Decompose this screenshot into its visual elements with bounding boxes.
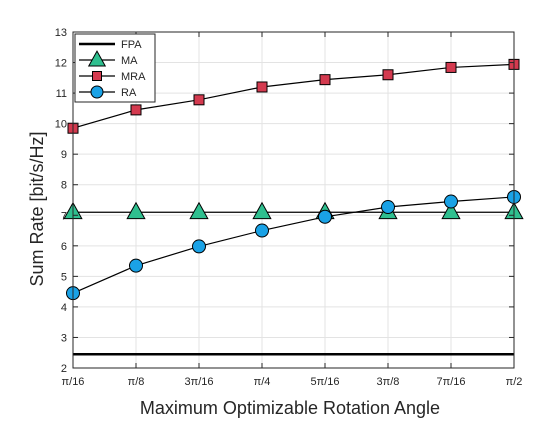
data-point-mra	[382, 69, 394, 81]
x-tick-label: π/2	[506, 376, 523, 388]
data-point-ra	[318, 209, 332, 224]
x-tick-label: π/16	[62, 376, 85, 388]
legend-label-ra: RA	[121, 87, 137, 99]
y-axis-label: Sum Rate [bit/s/Hz]	[27, 131, 47, 286]
series-line-mra	[72, 63, 515, 129]
y-tick-label: 2	[61, 363, 67, 375]
x-tick-label: 3π/8	[377, 376, 400, 388]
x-tick-label: 3π/16	[185, 376, 214, 388]
legend-marker-ma	[87, 50, 107, 67]
data-point-ra	[444, 194, 458, 209]
y-tick-label: 13	[55, 27, 67, 39]
data-point-ra	[192, 239, 206, 254]
legend: FPA MA MRA RA	[74, 33, 156, 103]
x-tick-label: 7π/16	[437, 376, 466, 388]
data-point-mra	[445, 61, 457, 73]
data-point-mra	[256, 81, 268, 93]
data-point-ra	[381, 200, 395, 215]
legend-label-ma: MA	[121, 55, 138, 67]
series-layer	[63, 58, 524, 356]
y-tick-label: 7	[61, 210, 67, 222]
axes-layer: 2 3 4 5 6 7 8 9 10 11 12 13 π/16 π/8 3π/16 π/4 5π/16 3π/8…	[55, 27, 523, 388]
data-point-ra	[255, 223, 269, 238]
y-tick-label: 11	[56, 88, 67, 100]
y-tick-label: 5	[61, 271, 67, 283]
y-tick-label: 4	[61, 302, 67, 314]
data-point-ra	[129, 258, 143, 273]
legend-label-mra: MRA	[121, 71, 146, 83]
data-point-ma	[441, 201, 461, 220]
axes-frame	[72, 31, 515, 369]
legend-box	[74, 33, 156, 103]
series-line-ra	[72, 196, 515, 294]
x-tick-label: π/8	[128, 376, 145, 388]
x-tick-label: π/4	[254, 376, 271, 388]
data-point-ma	[252, 201, 272, 220]
data-point-ma	[126, 201, 146, 220]
data-point-ma	[189, 201, 209, 220]
legend-label-fpa: FPA	[121, 39, 142, 51]
x-axis-label: Maximum Optimizable Rotation Angle	[140, 398, 440, 418]
data-point-mra	[130, 104, 142, 116]
y-tick-label: 3	[61, 332, 67, 344]
y-tick-label: 6	[61, 241, 67, 253]
legend-marker-mra	[92, 71, 102, 81]
legend-marker-ra	[90, 85, 104, 99]
y-tick-label: 12	[55, 58, 67, 70]
data-point-mra	[319, 74, 331, 86]
data-point-mra	[193, 94, 205, 106]
y-tick-label: 10	[55, 119, 67, 131]
y-tick-label: 8	[61, 180, 67, 192]
y-tick-label: 9	[61, 149, 67, 161]
x-tick-label: 5π/16	[311, 376, 340, 388]
